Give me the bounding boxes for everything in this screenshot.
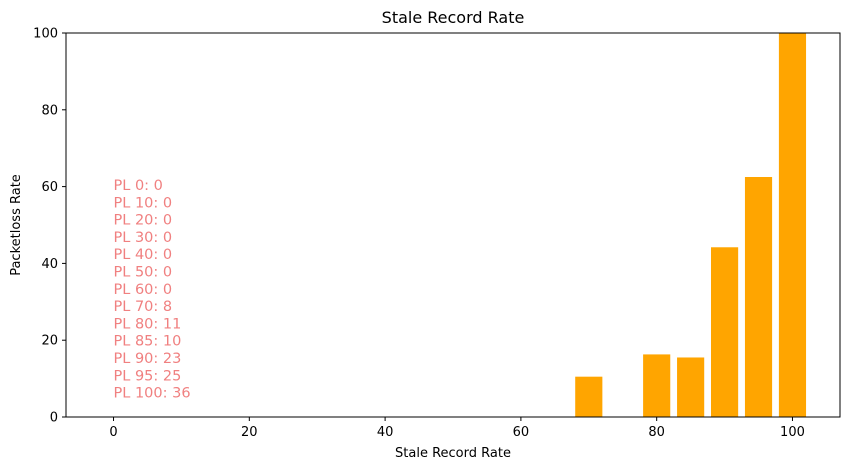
annotation-label: PL 10: 0 xyxy=(114,195,173,211)
annotation-label: PL 60: 0 xyxy=(114,282,173,298)
bar-80 xyxy=(643,354,671,417)
annotation-label: PL 30: 0 xyxy=(114,230,173,246)
bar-90 xyxy=(711,247,739,417)
x-tick-label: 20 xyxy=(241,425,258,440)
annotation-label: PL 40: 0 xyxy=(114,247,173,263)
bar-95 xyxy=(744,177,773,417)
x-tick-label: 60 xyxy=(513,425,530,440)
y-tick-label: 100 xyxy=(33,27,58,42)
x-tick-label: 40 xyxy=(377,425,394,440)
y-axis-label: Packetloss Rate xyxy=(9,174,24,276)
x-tick-label: 0 xyxy=(109,425,117,440)
annotation-label: PL 70: 8 xyxy=(114,299,173,315)
annotation-list: PL 0: 0PL 10: 0 PL 20: 0PL 30: 0PL 40: 0 P… xyxy=(114,178,191,402)
annotation-label: PL 85: 10 xyxy=(114,334,182,350)
y-axis-ticks: 0 20 40 60 80 100 xyxy=(33,27,66,426)
bar-100 xyxy=(778,33,807,417)
bar-series xyxy=(575,33,807,417)
bar-85 xyxy=(677,357,705,417)
chart-title: Stale Record Rate xyxy=(382,8,525,27)
annotation-label: PL 95: 25 xyxy=(114,368,182,384)
annotation-label: PL 20: 0 xyxy=(114,213,173,229)
annotation-label: PL 50: 0 xyxy=(114,265,173,281)
annotation-label: PL 80: 11 xyxy=(114,316,182,332)
x-axis-label: Stale Record Rate xyxy=(395,446,511,461)
plot-area-frame xyxy=(65,32,841,418)
x-tick-label: 80 xyxy=(648,425,665,440)
y-tick-label: 0 xyxy=(50,411,58,426)
y-tick-label: 20 xyxy=(41,334,58,349)
annotation-label: PL 100: 36 xyxy=(114,386,191,402)
y-tick-label: 80 xyxy=(41,103,58,118)
y-tick-label: 60 xyxy=(41,180,58,195)
y-tick-label: 40 xyxy=(41,257,58,272)
annotation-label: PL 90: 23 xyxy=(114,351,182,367)
x-tick-label: 100 xyxy=(780,425,805,440)
x-axis-ticks: 0 20 40 60 80 100 xyxy=(109,417,805,440)
bar-70 xyxy=(575,376,603,417)
annotation-label: PL 0: 0 xyxy=(114,178,163,194)
